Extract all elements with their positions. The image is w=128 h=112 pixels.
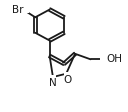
FancyBboxPatch shape: [49, 75, 56, 81]
Text: Br: Br: [12, 5, 23, 15]
Text: O: O: [63, 75, 71, 85]
Text: N: N: [49, 78, 57, 88]
FancyBboxPatch shape: [17, 6, 29, 13]
Text: OH: OH: [106, 54, 122, 64]
FancyBboxPatch shape: [64, 72, 71, 78]
FancyBboxPatch shape: [100, 56, 112, 62]
